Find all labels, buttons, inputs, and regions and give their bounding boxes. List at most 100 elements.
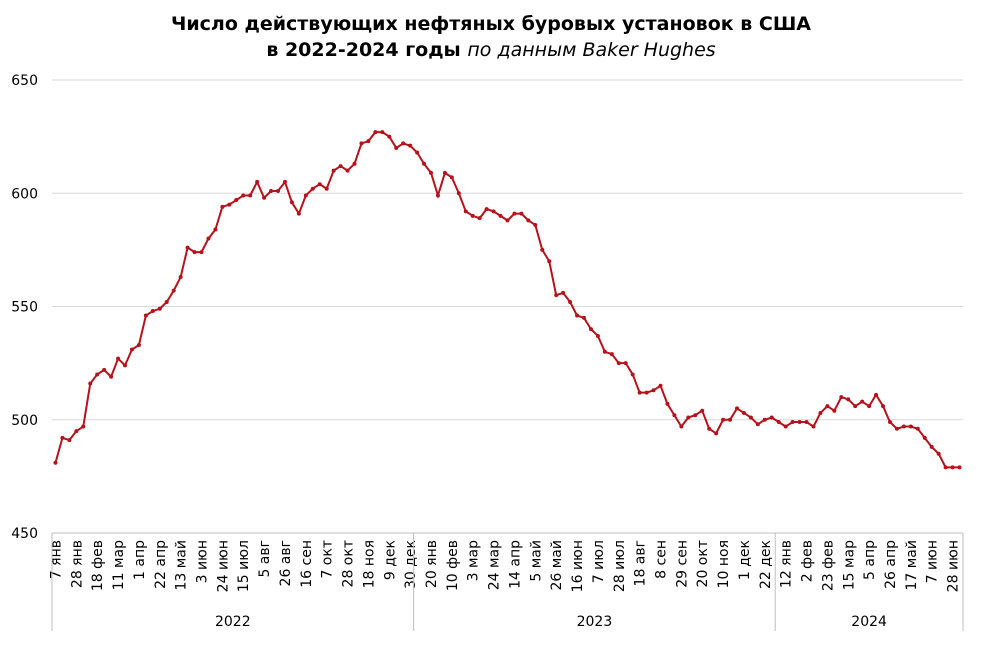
data-point	[575, 313, 580, 318]
data-point	[123, 363, 128, 368]
data-point	[860, 399, 865, 404]
data-point	[630, 372, 635, 377]
data-point	[581, 315, 586, 320]
x-tick-label: 30 дек	[403, 540, 419, 589]
data-point	[269, 188, 274, 193]
data-point	[67, 438, 72, 443]
data-point	[366, 139, 371, 144]
x-tick-label: 18 ноя	[361, 540, 377, 588]
x-tick-label: 2 фев	[800, 540, 816, 582]
x-tick-label: 7 июн	[925, 540, 941, 583]
data-point	[825, 404, 830, 409]
x-tick-label: 22 апр	[153, 540, 169, 589]
data-point	[463, 209, 468, 214]
data-point	[206, 236, 211, 241]
data-point	[429, 170, 434, 175]
data-point	[498, 213, 503, 218]
data-point	[136, 343, 141, 348]
chart-subtitle: по данным Baker Hughes	[467, 39, 715, 61]
data-point	[929, 444, 934, 449]
data-point	[693, 413, 698, 418]
data-point	[213, 227, 218, 232]
data-point	[936, 451, 941, 456]
data-point	[178, 275, 183, 280]
data-point	[644, 390, 649, 395]
data-point	[60, 435, 65, 440]
data-point	[790, 420, 795, 425]
data-point	[609, 352, 614, 357]
data-point	[894, 426, 899, 431]
data-point	[491, 209, 496, 214]
x-group-label: 2024	[851, 614, 887, 630]
data-point	[922, 435, 927, 440]
y-tick-label: 650	[11, 73, 38, 89]
data-point	[324, 186, 329, 191]
x-tick-label: 12 янв	[779, 540, 795, 588]
x-tick-label: 18 авг	[633, 540, 649, 586]
data-point	[512, 211, 517, 216]
data-point	[387, 134, 392, 139]
data-point	[526, 218, 531, 223]
x-group-label: 2022	[215, 614, 251, 630]
data-point	[199, 250, 204, 255]
data-point	[658, 383, 663, 388]
data-point	[832, 408, 837, 413]
data-point	[950, 465, 955, 470]
data-point	[804, 420, 809, 425]
data-point	[797, 420, 802, 425]
x-tick-label: 9 дек	[382, 540, 398, 580]
data-point	[116, 356, 121, 361]
data-point	[818, 410, 823, 415]
x-tick-label: 28 янв	[69, 540, 85, 588]
data-point	[352, 161, 357, 166]
data-point	[533, 222, 538, 227]
x-tick-label: 26 авг	[278, 540, 294, 586]
data-point	[943, 465, 948, 470]
data-point	[171, 288, 176, 293]
x-tick-label: 7 июл	[591, 540, 607, 583]
data-point	[595, 333, 600, 338]
data-point	[81, 424, 86, 429]
data-point	[150, 309, 155, 314]
x-tick-label: 24 июн	[215, 540, 231, 592]
data-point	[248, 193, 253, 198]
data-point	[874, 392, 879, 397]
data-point	[755, 422, 760, 427]
data-point	[679, 424, 684, 429]
x-tick-label: 22 дек	[758, 540, 774, 589]
data-point	[227, 202, 232, 207]
data-point	[276, 188, 281, 193]
data-point	[901, 424, 906, 429]
x-tick-label: 13 май	[174, 540, 190, 591]
x-tick-label: 7 окт	[320, 540, 336, 579]
data-point	[164, 299, 169, 304]
x-tick-label: 16 сен	[299, 540, 315, 588]
data-point	[672, 413, 677, 418]
data-point	[811, 424, 816, 429]
data-point	[470, 213, 475, 218]
data-point	[561, 290, 566, 295]
data-point	[505, 218, 510, 223]
data-point	[241, 193, 246, 198]
data-point	[588, 327, 593, 332]
data-point	[762, 417, 767, 422]
chart-title-line: в 2022-2024 годы по данным Baker Hughes	[266, 39, 715, 61]
x-tick-label: 28 июн	[946, 540, 962, 592]
x-tick-label: 3 мар	[466, 540, 482, 581]
x-tick-label: 23 фев	[820, 540, 836, 591]
data-point	[887, 420, 892, 425]
x-tick-label: 5 апр	[862, 540, 878, 580]
data-line	[54, 131, 960, 469]
x-tick-label: 14 апр	[507, 540, 523, 589]
data-point	[303, 193, 308, 198]
data-point	[435, 193, 440, 198]
x-tick-label: 1 апр	[132, 540, 148, 580]
data-point	[853, 404, 858, 409]
x-group-label: 2023	[577, 614, 613, 630]
data-point	[262, 195, 267, 200]
data-point	[554, 293, 559, 298]
data-point	[484, 207, 489, 212]
data-point	[839, 395, 844, 400]
data-point	[380, 130, 385, 135]
